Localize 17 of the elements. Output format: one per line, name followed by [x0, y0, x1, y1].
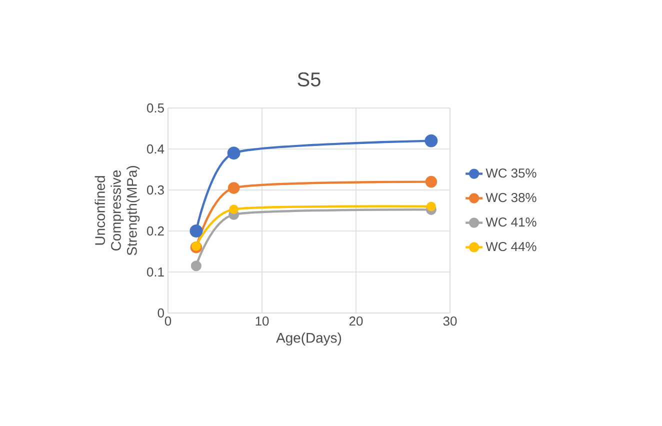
legend-label: WC 35% — [486, 168, 536, 178]
legend-label: WC 41% — [486, 217, 536, 227]
y-tick-label: 0.2 — [146, 226, 164, 236]
y-tick-label: 0.4 — [146, 144, 164, 154]
y-tick-label: 0 — [158, 308, 164, 318]
chart-title: S5 — [298, 72, 320, 86]
legend-label: WC 38% — [486, 192, 536, 202]
x-tick-label: 20 — [349, 316, 363, 326]
x-axis-title: Age(Days) — [276, 332, 342, 346]
y-tick-label: 0.3 — [146, 185, 164, 195]
y-tick-label: 0.1 — [146, 267, 164, 277]
x-tick-label: 10 — [256, 316, 269, 326]
legend-label: WC 44% — [486, 242, 536, 252]
x-tick-label: 0 — [164, 316, 172, 326]
y-axis-title: Unconfined Compressive Strength(MPa) — [94, 166, 140, 256]
y-tick-label: 0.5 — [146, 103, 164, 113]
x-tick-label: 30 — [443, 316, 457, 326]
